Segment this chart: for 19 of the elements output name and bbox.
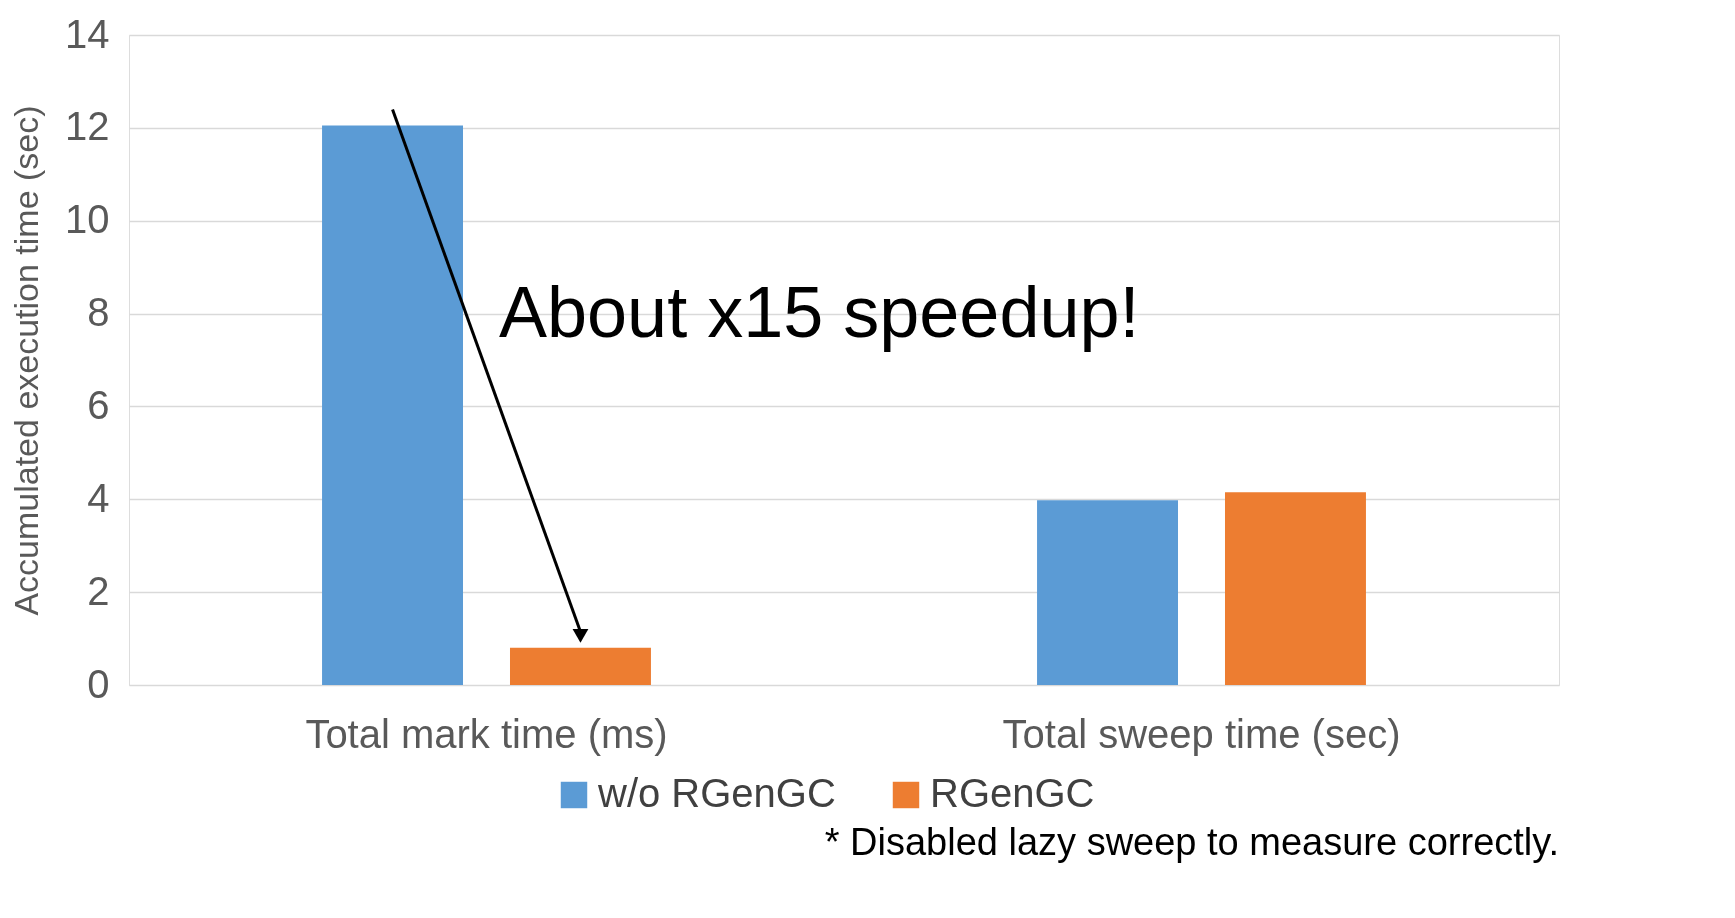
- bar: [322, 125, 464, 685]
- annotation: About x15 speedup!: [499, 272, 1140, 352]
- y-tick-label: 10: [65, 197, 110, 242]
- y-tick-label: 14: [65, 11, 110, 56]
- y-tick-label: 2: [87, 568, 110, 613]
- y-tick-label: 4: [87, 475, 110, 520]
- x-tick-label: Total sweep time (sec): [1002, 711, 1401, 756]
- bar: [509, 647, 651, 685]
- x-tick-label: Total mark time (ms): [305, 711, 668, 756]
- y-tick-label: 6: [87, 382, 110, 427]
- y-tick-label: 8: [87, 290, 110, 335]
- bar: [1224, 492, 1366, 685]
- legend-label: RGenGC: [930, 771, 1095, 815]
- text: * Disabled lazy sweep to measure correctly.: [824, 821, 1559, 863]
- y-axis-title: Accumulated execution time (sec): [7, 105, 46, 616]
- legend-label: w/o RGenGC: [597, 771, 836, 815]
- y-tick-label: 0: [87, 661, 110, 706]
- y-tick-label: 12: [65, 104, 110, 149]
- bar: [1037, 500, 1179, 685]
